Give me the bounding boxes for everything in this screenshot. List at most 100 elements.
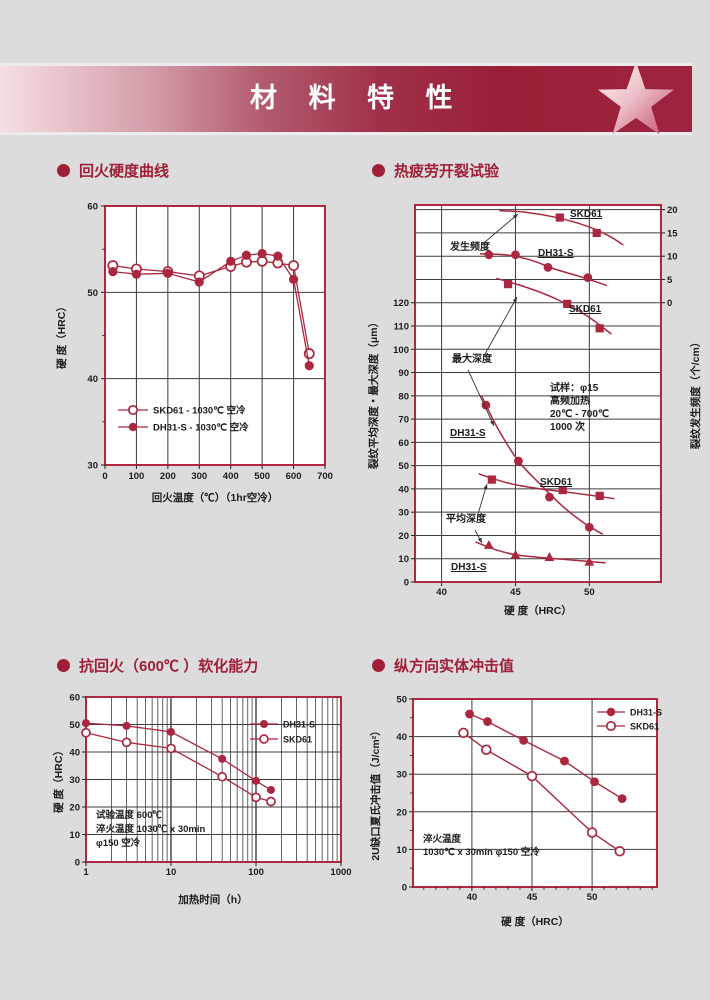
y-right-axis-title: 裂纹发生频度（个/cm） [689, 337, 702, 451]
data-point [560, 756, 569, 766]
y-tick-label: 20 [69, 803, 80, 814]
bullet-icon [57, 164, 70, 177]
legend-label: SKD61 - 1030℃ 空冷 [153, 405, 246, 417]
data-point [260, 720, 268, 728]
y-tick-label: 110 [394, 322, 409, 333]
data-point [481, 744, 492, 756]
star-icon [597, 62, 674, 135]
y-tick-label: 120 [393, 298, 409, 309]
series-curve [479, 253, 608, 287]
star-shape [597, 62, 674, 135]
x-tick-label: 100 [248, 867, 264, 878]
x-tick-label: 50 [587, 892, 598, 903]
x-tick-label: 300 [191, 471, 207, 482]
note-line: 20℃ - 700℃ [550, 409, 609, 420]
annotation-arrow [477, 483, 488, 515]
data-point [122, 721, 131, 730]
data-point [487, 475, 496, 484]
series-label: DH31-S [450, 428, 486, 439]
section-title-thermal-fatigue: 热疲劳开裂试验 [372, 160, 499, 181]
y-axis-title: 2U缺口夏氏冲击值（J/cm²） [369, 725, 382, 860]
y-axis-title: 硬 度（HRC） [55, 301, 68, 369]
section-title-softening: 抗回火（600℃ ）软化能力 [57, 655, 258, 676]
y-tick-label: 10 [398, 554, 409, 565]
x-tick-label: 1000 [330, 867, 351, 878]
y-tick-label: 40 [396, 732, 407, 743]
note-line: 1000 次 [550, 420, 585, 433]
data-point [483, 540, 494, 549]
y-tick-label: 100 [393, 345, 409, 356]
data-point [617, 794, 627, 804]
annotation-arrow [484, 296, 518, 355]
x-tick-label: 100 [128, 471, 144, 482]
series-label: SKD61 [540, 477, 573, 488]
x-tick-label: 0 [102, 471, 107, 482]
data-point [273, 251, 283, 261]
plot-area [105, 206, 325, 465]
y-tick-label: 90 [398, 368, 409, 379]
data-point [304, 361, 314, 371]
y-tick-label: 50 [87, 288, 98, 299]
x-tick-label: 1 [83, 867, 89, 878]
x-tick-label: 45 [510, 587, 521, 598]
legend-label: DH31-S [283, 720, 315, 730]
y-tick-label: 50 [69, 720, 80, 731]
data-point [514, 456, 523, 466]
y-tick-label: 0 [404, 578, 409, 589]
y-tick-label: 40 [398, 484, 409, 495]
data-point [555, 213, 564, 222]
y-tick-label: 70 [398, 415, 409, 426]
annotation-label: 发生频度 [449, 240, 491, 253]
plot-area [415, 205, 661, 582]
data-point [288, 260, 300, 272]
data-point [241, 250, 252, 260]
plot-area [413, 699, 657, 887]
y-right-tick-label: 20 [667, 205, 678, 216]
series-label: SKD61 [569, 304, 602, 315]
data-point [167, 727, 175, 736]
data-point [510, 549, 521, 559]
data-point [483, 717, 492, 726]
annotation-label: 最大深度 [452, 352, 493, 365]
legend-label: SKD61 [283, 735, 312, 745]
x-tick-label: 40 [467, 892, 478, 903]
data-point [82, 719, 90, 728]
section-title-text: 热疲劳开裂试验 [394, 163, 500, 180]
annotation-arrow [467, 369, 495, 427]
data-point [511, 250, 520, 260]
plot-border [414, 204, 662, 583]
x-tick-label: 10 [166, 867, 177, 878]
data-point [614, 846, 625, 857]
bullet-icon [372, 164, 385, 177]
annotation-arrowhead [512, 214, 518, 219]
x-tick-label: 400 [223, 471, 239, 482]
series-label: DH31-S [451, 562, 487, 573]
y-tick-label: 10 [69, 830, 80, 841]
x-axis-title: 硬 度（HRC） [501, 915, 569, 928]
data-point [226, 256, 236, 266]
x-tick-label: 600 [286, 471, 302, 482]
data-point [595, 324, 604, 333]
y-right-tick-label: 10 [667, 252, 678, 263]
data-point [605, 720, 617, 732]
data-point [108, 267, 118, 277]
data-point [526, 770, 538, 782]
data-point [257, 248, 267, 259]
y-tick-label: 60 [87, 202, 98, 213]
legend-label: SKD61 [630, 722, 659, 732]
annotation-arrow [484, 213, 519, 243]
data-point [288, 274, 299, 284]
y-tick-label: 0 [75, 858, 80, 869]
section-title-tempering-hardness: 回火硬度曲线 [57, 160, 169, 181]
data-point [251, 792, 261, 803]
y-tick-label: 60 [69, 693, 80, 704]
data-point [584, 556, 595, 566]
data-point [217, 771, 228, 782]
data-point [458, 727, 469, 739]
data-point [127, 404, 139, 416]
series-line [112, 252, 310, 366]
y-right-tick-label: 0 [667, 298, 672, 309]
data-point [194, 277, 204, 287]
header-banner: 材 料 特 性 [0, 62, 692, 135]
